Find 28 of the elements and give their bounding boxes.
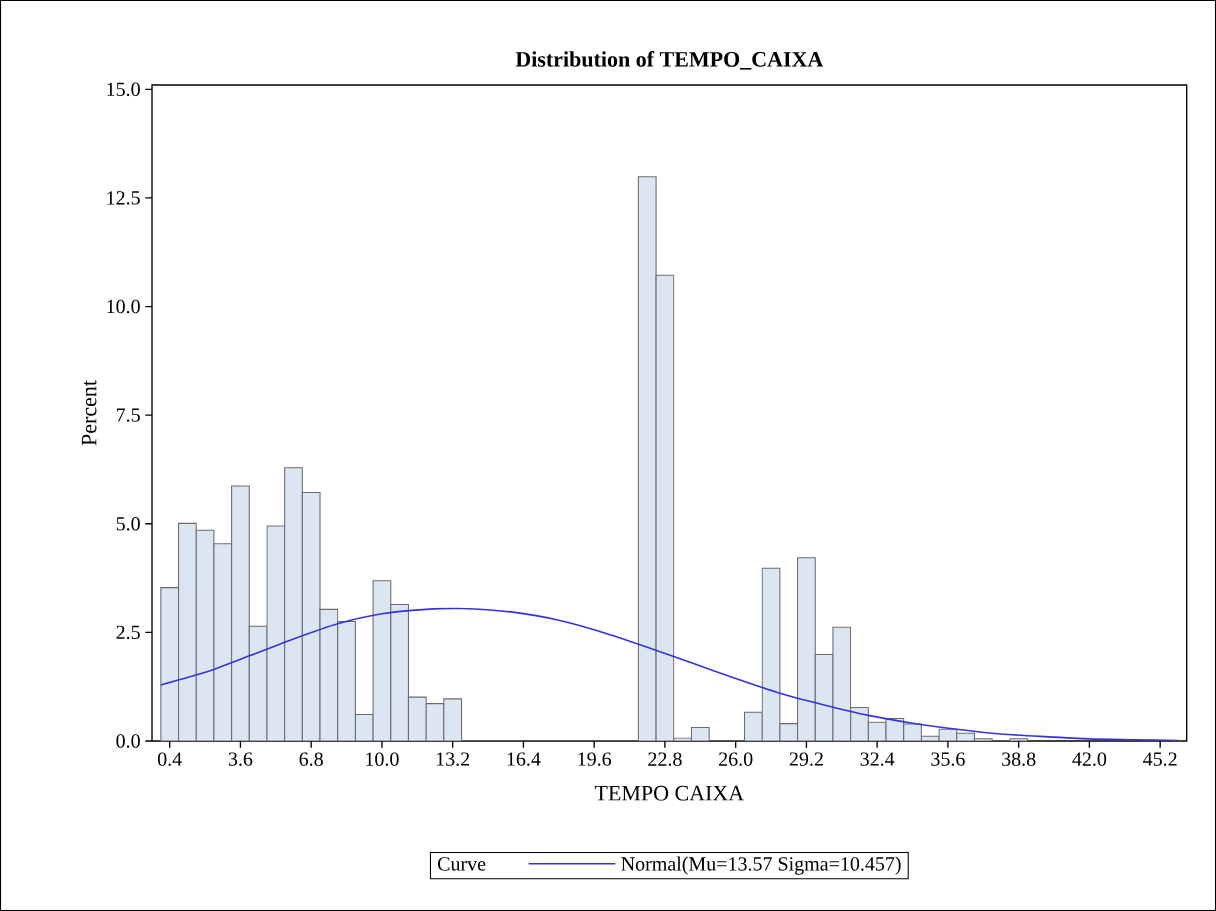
y-tick-label: 10.0 <box>107 299 140 314</box>
y-tick-label: 7.5 <box>116 408 140 422</box>
x-tick-label: 0.4 <box>157 752 182 766</box>
chart-title: Distribution of TEMPO_CAIXA <box>515 51 824 70</box>
x-tick-label: 3.6 <box>228 752 253 766</box>
x-tick-label: 29.2 <box>789 752 823 766</box>
x-tick-label: 32.4 <box>860 752 895 766</box>
x-tick-label: 38.8 <box>1002 752 1036 766</box>
y-tick-label: 5.0 <box>116 516 140 531</box>
x-tick-label: 6.8 <box>299 752 323 766</box>
x-axis-title: TEMPO CAIXA <box>594 785 745 801</box>
legend-label: Normal(Mu=13.57 Sigma=10.457) <box>621 856 901 875</box>
x-tick-label: 16.4 <box>507 752 541 766</box>
y-tick-label: 12.5 <box>107 191 140 205</box>
legend-title: Curve <box>437 857 486 871</box>
y-tick-label: 0.0 <box>116 734 140 748</box>
x-tick-label: 19.6 <box>578 752 612 766</box>
y-tick-label: 2.5 <box>116 625 140 640</box>
x-tick-label: 35.6 <box>931 752 965 766</box>
x-tick-label: 42.0 <box>1072 752 1107 766</box>
x-tick-label: 22.8 <box>648 752 682 766</box>
x-tick-label: 26.0 <box>719 752 753 766</box>
x-tick-label: 45.2 <box>1143 752 1177 766</box>
x-tick-label: 10.0 <box>366 752 399 766</box>
line-series <box>160 607 1179 741</box>
y-tick-label: 15.0 <box>107 82 140 97</box>
x-tick-label: 13.2 <box>436 752 470 766</box>
y-axis-title: Percent <box>81 380 97 446</box>
